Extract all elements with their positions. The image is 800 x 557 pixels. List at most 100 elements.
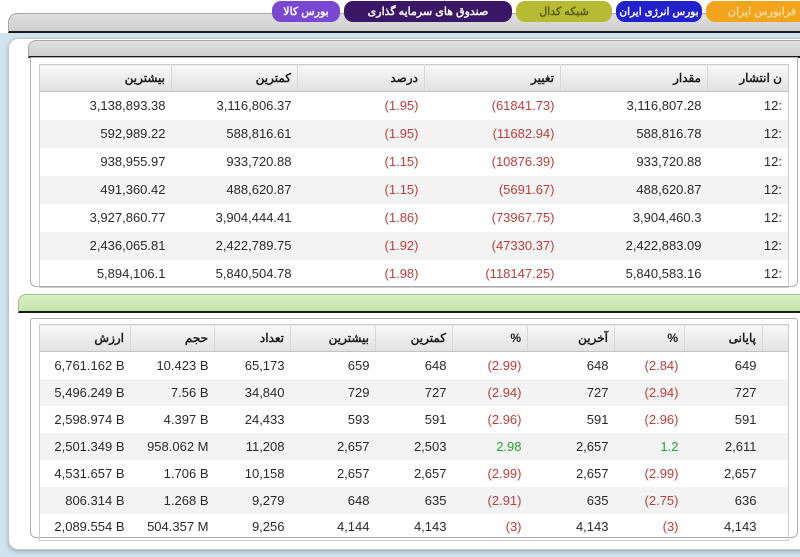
table-cell: (2.75) (644, 492, 679, 508)
table-cell: 648 (586, 357, 609, 373)
spacer-cell (763, 460, 789, 487)
table-cell: 591 (424, 411, 447, 427)
col-header-highest: بیشترین (39, 64, 172, 92)
table-cell: 34,840 (244, 384, 285, 400)
table-cell: 12: (763, 98, 782, 114)
spacer-cell (763, 514, 789, 541)
table-row: 491,360.42 488,620.87 (1.15) (5691.67) 488,6… (39, 175, 789, 204)
table-cell: 3,927,860.77 (89, 210, 166, 225)
col-header-spacer (762, 324, 789, 352)
table-cell: 12: (763, 126, 782, 141)
table-cell: 6,761.162 B (54, 357, 125, 373)
table-cell: 2,503 (413, 438, 447, 454)
col-header-close-percent: % (614, 324, 685, 352)
market-table-panel: ارزش حجم تعداد بیشترین کمترین % آخرین % … (30, 318, 798, 541)
table-cell: (1.15) (384, 182, 419, 197)
table-cell: 3,904,460.3 (632, 210, 702, 225)
table-cell: (2.99) (644, 465, 679, 481)
table-cell: 2,501.349 B (54, 438, 125, 454)
table-cell: 4,143 (723, 519, 757, 535)
table-cell: 3,116,807.28 (626, 98, 702, 114)
table-row: 3,138,893.38 3,116,806.37 (1.95) (61841.73)… (40, 92, 789, 120)
table-cell: (2.84) (644, 357, 679, 373)
table-cell: (1.95) (384, 126, 419, 141)
table-cell: 593 (347, 411, 370, 427)
table-row: 938,955.97 933,720.88 (1.15) (10876.39) 933,… (40, 148, 789, 176)
table-row: 3,927,860.77 3,904,444.41 (1.86) (73967.75)… (40, 204, 789, 232)
tab-investment-funds[interactable]: صندوق های سرمایه گذاری (344, 1, 512, 22)
table-cell: 659 (347, 357, 370, 373)
table-cell: 7.56 B (170, 384, 209, 400)
table-cell: 729 (347, 384, 370, 400)
table-cell: 2,598.974 B (54, 411, 125, 427)
col-header-lowest: کمترین (375, 324, 453, 352)
col-header-change: تغییر (424, 64, 561, 92)
table-cell: (1.15) (384, 154, 419, 169)
table-cell: 727 (734, 384, 757, 400)
table-cell: (73967.75) (491, 210, 555, 225)
table-cell: 2,611 (724, 438, 757, 454)
col-header-closing: پایانی (684, 324, 763, 352)
table-cell: 2,422,789.75 (215, 238, 292, 253)
table-cell: 636 (734, 492, 757, 508)
table-cell: 2,657 (575, 438, 609, 454)
table-cell: 591 (586, 411, 609, 427)
table-cell: (2.96) (644, 411, 679, 427)
table-cell: 9,279 (251, 492, 285, 508)
col-header-last-percent: % (452, 324, 528, 352)
table-cell: 2,657 (413, 465, 447, 481)
table-cell: 504.357 M (147, 519, 209, 535)
table-cell: 635 (586, 492, 609, 508)
indices-table: بیشترین کمترین درصد تغییر مقدار ن انتشار… (39, 64, 789, 288)
market-table: ارزش حجم تعداد بیشترین کمترین % آخرین % … (39, 324, 789, 541)
table-cell: 12: (763, 265, 782, 281)
indices-section-bar (28, 40, 800, 58)
col-header-value: مقدار (560, 64, 708, 92)
table-cell: 933,720.88 (636, 154, 702, 169)
table-cell: 591 (734, 411, 757, 427)
table-cell: 3,904,444.41 (215, 210, 292, 225)
table-row: 2,501.349 B 958.062 M 11,208 2,657 2,503 2.98… (39, 432, 789, 460)
table-cell: 10,158 (244, 465, 285, 481)
table-cell: 938,955.97 (100, 154, 166, 169)
table-cell: (2.99) (487, 465, 522, 481)
tab-energy-exchange[interactable]: بورس انرژی ایران (616, 1, 702, 22)
table-cell: 592,989.22 (100, 126, 166, 141)
table-cell: (47330.37) (491, 238, 555, 253)
indices-table-panel: بیشترین کمترین درصد تغییر مقدار ن انتشار… (30, 57, 798, 288)
table-cell: 3,138,893.38 (89, 98, 166, 114)
table-cell: 5,894,106.1 (96, 265, 166, 281)
table-cell: 648 (424, 357, 447, 373)
tab-farabourse[interactable]: فرابورس ایران (706, 1, 800, 22)
table-cell: 588,816.78 (636, 126, 702, 141)
tab-codal-network[interactable]: شبکه کدال (516, 1, 612, 22)
table-cell: 5,840,583.16 (625, 265, 702, 281)
table-row: 592,989.22 588,816.61 (1.95) (11682.94) 588,… (39, 119, 789, 148)
table-row: 2,089.554 B 504.357 M 9,256 4,144 4,143 (3) 4,… (40, 514, 789, 541)
col-header-publish-time: ن انتشار (707, 64, 789, 92)
table-row: 5,894,106.1 5,840,504.78 (1.98) (118147.25)… (40, 260, 789, 288)
tab-bourse-kala[interactable]: بورس کالا (272, 1, 340, 22)
table-cell: (1.92) (384, 238, 419, 253)
table-cell: 727 (424, 384, 447, 400)
spacer-cell (763, 406, 789, 433)
table-cell: 9,256 (251, 519, 285, 535)
table-row: 5,496.249 B 7.56 B 34,840 729 727 (2.94) 727 (2… (39, 378, 789, 406)
table-cell: 4,144 (336, 519, 370, 535)
table-cell: 4,143 (575, 519, 609, 535)
spacer-cell (763, 487, 789, 514)
table-cell: (2.91) (487, 492, 522, 508)
table-cell: 12: (763, 210, 782, 225)
table-cell: 491,360.42 (100, 182, 166, 197)
table-cell: 1.706 B (163, 465, 209, 481)
table-cell: 12: (763, 182, 782, 197)
table-cell: (2.94) (487, 384, 522, 400)
table-cell: 2,657 (336, 465, 370, 481)
table-cell: 12: (763, 238, 782, 253)
table-row: 4,531.657 B 1.706 B 10,158 2,657 2,657 (2.99)… (40, 460, 789, 487)
table-cell: (10876.39) (491, 154, 555, 169)
table-cell: 10.423 B (156, 357, 209, 373)
table-row: 6,761.162 B 10.423 B 65,173 659 648 (2.99) 648… (40, 352, 789, 379)
market-table-header-row: ارزش حجم تعداد بیشترین کمترین % آخرین % … (39, 324, 789, 352)
spacer-cell (763, 379, 789, 406)
